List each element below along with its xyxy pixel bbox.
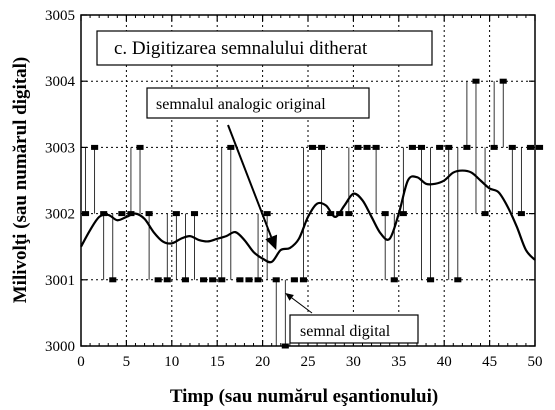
x-tick-label: 45 — [482, 354, 497, 370]
annotation-analog-label: semnalul analogic original — [156, 96, 326, 113]
x-tick-label: 35 — [391, 354, 406, 370]
x-tick-label: 30 — [346, 354, 361, 370]
y-tick-label: 3000 — [45, 339, 75, 355]
annotation-digital-frame — [289, 314, 419, 344]
y-tick-label: 3004 — [45, 74, 76, 90]
axis-ticks: 0 5 10 15 20 25 30 35 40 45 50 3000 3001 3002 3003 3004… — [45, 8, 543, 370]
x-tick-label: 15 — [210, 354, 225, 370]
annotation-digital-arrowhead — [285, 293, 294, 301]
annotation-analog: semnalul analogic original — [146, 87, 370, 251]
x-tick-label: 40 — [437, 354, 452, 370]
x-axis-title: Timp (sau numărul eşantionului) — [170, 386, 438, 407]
chart-title: c. Digitizarea semnalului ditherat — [114, 38, 368, 59]
chart-title-frame — [96, 30, 433, 66]
annotation-analog-frame — [146, 87, 370, 119]
y-axis-title: Milivolţi (sau numărul digital) — [10, 57, 31, 304]
x-tick-label: 20 — [255, 354, 270, 370]
digital-signal-series — [82, 78, 544, 349]
chart-title-box: c. Digitizarea semnalului ditherat — [96, 30, 433, 66]
y-tick-label: 3002 — [45, 207, 75, 223]
annotation-digital-label: semnal digital — [300, 323, 391, 340]
x-tick-label: 10 — [164, 354, 179, 370]
x-tick-label: 50 — [528, 354, 543, 370]
grid-lines — [81, 15, 535, 346]
annotation-analog-arrow — [227, 124, 273, 238]
y-tick-label: 3001 — [45, 273, 75, 289]
annotation-digital-arrow — [291, 297, 313, 314]
x-tick-label: 5 — [123, 354, 131, 370]
y-tick-label: 3003 — [45, 140, 75, 156]
analog-signal-line — [80, 169, 536, 264]
analog-signal-series — [80, 169, 536, 264]
annotation-digital: semnal digital — [285, 293, 419, 344]
x-tick-label: 0 — [77, 354, 85, 370]
annotation-analog-arrowhead — [265, 234, 278, 251]
y-tick-label: 3005 — [45, 8, 75, 24]
x-tick-label: 25 — [301, 354, 316, 370]
